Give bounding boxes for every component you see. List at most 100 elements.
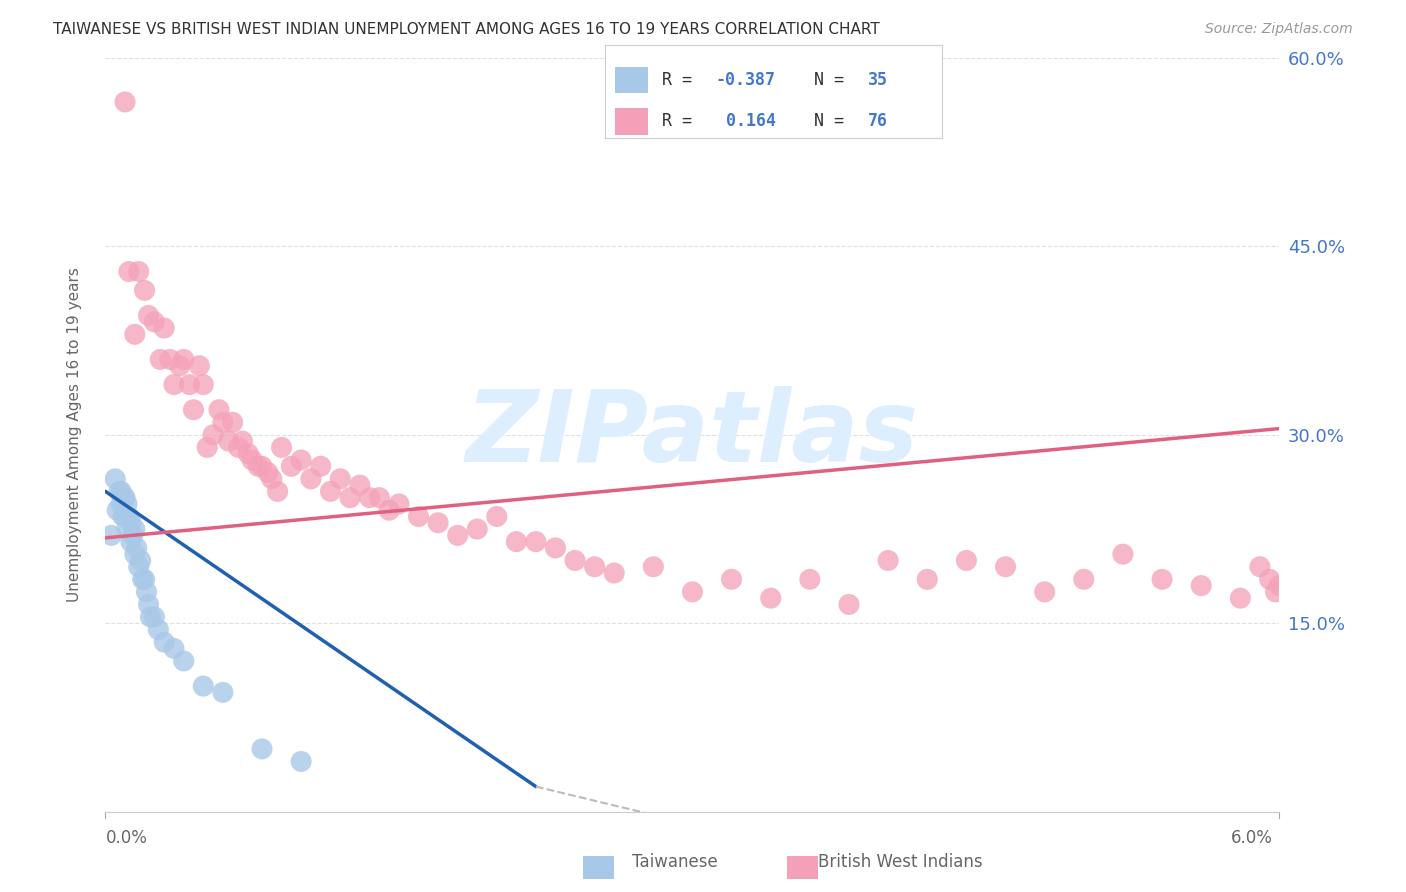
Point <box>485 509 508 524</box>
Point <box>260 472 283 486</box>
Point <box>179 377 201 392</box>
Point <box>114 509 136 524</box>
Point <box>183 402 205 417</box>
Point <box>135 585 157 599</box>
Text: British West Indians: British West Indians <box>817 853 983 871</box>
Point <box>1249 559 1271 574</box>
Point <box>149 352 172 367</box>
Point <box>211 415 233 429</box>
Point <box>104 472 127 486</box>
Point <box>195 441 218 455</box>
Point <box>153 321 176 335</box>
Point <box>138 309 160 323</box>
Point <box>139 610 162 624</box>
Point <box>349 478 371 492</box>
Point <box>1268 579 1291 593</box>
Point <box>290 453 312 467</box>
Text: N =: N = <box>814 112 853 130</box>
Point <box>877 553 900 567</box>
Point <box>378 503 401 517</box>
Point <box>524 534 547 549</box>
Point <box>193 377 215 392</box>
Point <box>1150 572 1173 586</box>
Point <box>799 572 821 586</box>
Point <box>339 491 361 505</box>
Point <box>131 572 153 586</box>
Point <box>238 447 260 461</box>
Point <box>643 559 665 574</box>
Point <box>1264 585 1286 599</box>
Point <box>465 522 488 536</box>
Point <box>118 264 141 278</box>
Point <box>247 459 270 474</box>
Text: Source: ZipAtlas.com: Source: ZipAtlas.com <box>1205 22 1353 37</box>
Text: 6.0%: 6.0% <box>1230 829 1272 847</box>
Point <box>759 591 782 606</box>
Point <box>319 484 342 499</box>
Point <box>280 459 302 474</box>
Point <box>105 503 128 517</box>
Point <box>1112 547 1135 561</box>
Point <box>583 559 606 574</box>
Point <box>173 352 195 367</box>
Point <box>108 484 131 499</box>
Point <box>115 522 138 536</box>
Point <box>211 685 233 699</box>
Point <box>228 441 250 455</box>
Point <box>110 497 132 511</box>
Point <box>427 516 450 530</box>
Point <box>120 534 142 549</box>
Point <box>129 553 152 567</box>
Point <box>1229 591 1251 606</box>
Point <box>188 359 211 373</box>
Point <box>120 516 142 530</box>
Point <box>682 585 704 599</box>
Point <box>112 509 135 524</box>
Point <box>112 491 135 505</box>
Point <box>257 466 280 480</box>
Point <box>270 441 292 455</box>
Point <box>128 559 150 574</box>
Point <box>231 434 253 449</box>
Point <box>838 598 860 612</box>
Bar <box>614 108 648 135</box>
Point <box>110 484 132 499</box>
Text: ZIPatlas: ZIPatlas <box>465 386 920 483</box>
Point <box>329 472 352 486</box>
Point <box>1258 572 1281 586</box>
Point <box>163 377 186 392</box>
Point <box>309 459 332 474</box>
Point <box>114 95 136 109</box>
Text: R =: R = <box>662 71 702 89</box>
Point <box>114 491 136 505</box>
Point <box>359 491 381 505</box>
Point <box>955 553 977 567</box>
Point <box>917 572 939 586</box>
Point <box>169 359 191 373</box>
Point <box>115 497 138 511</box>
Point <box>202 428 225 442</box>
Point <box>193 679 215 693</box>
Point <box>250 742 273 756</box>
Text: -0.387: -0.387 <box>716 71 776 89</box>
Point <box>720 572 742 586</box>
Point <box>208 402 231 417</box>
Text: TAIWANESE VS BRITISH WEST INDIAN UNEMPLOYMENT AMONG AGES 16 TO 19 YEARS CORRELAT: TAIWANESE VS BRITISH WEST INDIAN UNEMPLO… <box>53 22 880 37</box>
Point <box>221 415 243 429</box>
Text: 35: 35 <box>868 71 887 89</box>
Point <box>266 484 288 499</box>
Point <box>148 623 170 637</box>
Point <box>125 541 148 555</box>
Text: N =: N = <box>814 71 853 89</box>
Point <box>368 491 391 505</box>
Point <box>143 315 166 329</box>
Point <box>134 572 156 586</box>
Point <box>134 284 156 298</box>
Point <box>240 453 263 467</box>
Point <box>138 598 160 612</box>
Point <box>124 327 146 342</box>
Point <box>121 528 143 542</box>
Point <box>124 547 146 561</box>
Text: R =: R = <box>662 112 702 130</box>
Point <box>299 472 322 486</box>
